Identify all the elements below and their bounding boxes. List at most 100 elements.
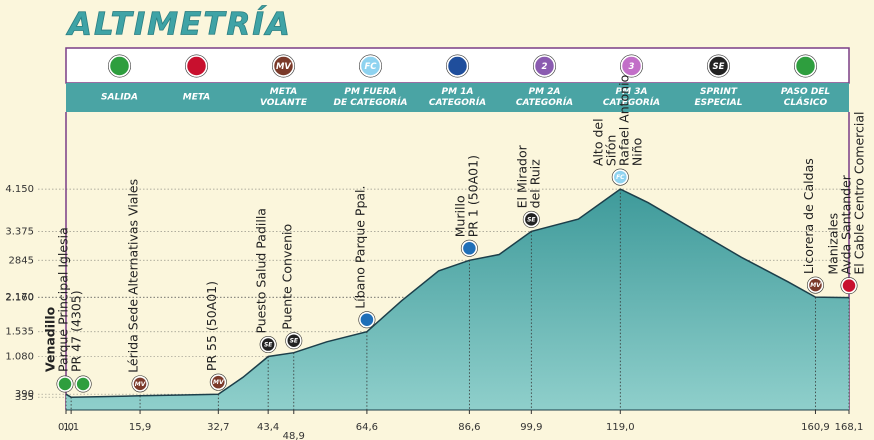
waypoint-marker-ring — [460, 239, 478, 257]
waypoint-marker-ring — [131, 375, 149, 393]
legend-icon — [446, 55, 469, 77]
legend-icon-ring — [706, 54, 730, 78]
legend-icon — [707, 55, 730, 77]
waypoint-label: Puente Convenio — [279, 224, 294, 330]
x-tick-label: 15,9 — [129, 422, 151, 433]
waypoint-marker-text: MV — [810, 282, 821, 289]
x-tick-label: 168,1 — [835, 422, 864, 433]
waypoint-marker-ring — [285, 332, 303, 350]
waypoint-label: Alto del — [590, 118, 605, 166]
x-tick-label: 43,4 — [257, 422, 279, 433]
x-tick-label: 0,0 — [58, 422, 74, 433]
waypoint-marker — [612, 169, 629, 185]
waypoint-label: El Cable Centro Comercial — [852, 112, 867, 275]
legend-label: META — [183, 93, 211, 103]
waypoint-marker-text: MV — [213, 379, 224, 386]
legend-label: PASO DEL — [781, 87, 831, 97]
legend-icon-text: 2 — [542, 62, 548, 72]
y-tick-label: 1.080 — [5, 352, 34, 363]
legend-icon-text: MV — [276, 62, 292, 72]
x-tick-label: 48,9 — [283, 431, 305, 440]
waypoint-marker — [260, 336, 276, 353]
waypoint-marker-text: FC — [616, 174, 625, 181]
waypoint-label: Murillo — [452, 195, 467, 237]
legend-label: PM 3A — [616, 87, 648, 97]
legend-icon — [108, 55, 131, 77]
legend-band — [66, 83, 849, 112]
waypoint-marker — [359, 311, 375, 328]
waypoint-marker-ring — [611, 168, 629, 186]
legend-icon — [533, 55, 556, 77]
x-tick-label: 32,7 — [207, 422, 229, 433]
waypoint-label: Licorera de Caldas — [801, 158, 816, 274]
x-tick-label: 160,9 — [801, 422, 830, 433]
profile-line — [65, 188, 850, 398]
x-tick-label: 119,0 — [606, 422, 635, 433]
legend-label: CATEGORÍA — [429, 96, 486, 108]
waypoint-marker — [57, 376, 73, 392]
waypoint-marker — [523, 211, 540, 228]
waypoint-label: Niño — [629, 138, 644, 166]
waypoint-marker-ring — [56, 375, 74, 393]
waypoint-marker — [210, 374, 227, 390]
legend-label: META — [270, 87, 298, 97]
legend-label: ESPECIAL — [694, 98, 742, 108]
legend-icon-ring — [108, 54, 132, 78]
legend-label: CATEGORÍA — [516, 96, 573, 108]
x-tick-label: 99,9 — [520, 422, 542, 433]
profile-area — [66, 189, 849, 410]
waypoint-marker-text: MV — [135, 381, 146, 388]
waypoint-marker — [461, 240, 478, 257]
title: ALTIMETRÍA — [65, 7, 292, 43]
legend-icon-ring — [271, 54, 295, 78]
legend-icon-ring — [532, 54, 556, 78]
legend-label: SPRINT — [700, 87, 738, 97]
waypoint-label: Puesto Salud Padilla — [254, 208, 269, 334]
waypoint-marker-ring — [806, 276, 824, 294]
legend-icon-ring — [445, 54, 469, 78]
legend-label: SALIDA — [101, 93, 138, 103]
waypoint-marker-ring — [840, 277, 858, 295]
waypoint-marker — [841, 277, 857, 294]
waypoint-marker — [132, 376, 148, 392]
y-tick-label: 4.150 — [5, 184, 34, 195]
waypoint-label: Lérida Sede Alternativas Viales — [126, 179, 141, 373]
y-tick-label: 2.160 — [5, 293, 34, 304]
y-tick-label: 2845 — [9, 255, 34, 266]
waypoint-label: Líbano Parque Ppal. — [352, 185, 367, 308]
waypoint-label: PR 55 (50A01) — [204, 281, 219, 371]
waypoint-marker-ring — [259, 336, 277, 354]
waypoint-label: Sifón — [603, 135, 618, 166]
legend-icon-ring — [358, 54, 382, 78]
legend-icon — [620, 55, 643, 77]
waypoint-label: Avda Santander — [839, 174, 854, 274]
legend-icon-text: FC — [364, 62, 377, 72]
waypoint-marker-ring — [209, 373, 227, 391]
waypoint-label: Rafael Antonio — [616, 75, 631, 166]
waypoint-label: Parque Principal Iglesia — [56, 227, 71, 372]
legend-label: VOLANTE — [260, 98, 308, 108]
y-tick-label: 335 — [15, 392, 34, 403]
waypoint-marker — [807, 277, 824, 293]
x-tick-label: 86,6 — [458, 422, 480, 433]
waypoint-marker-text: SE — [527, 216, 535, 223]
legend-icon — [794, 55, 817, 77]
waypoint-marker-text: SE — [290, 338, 298, 345]
legend-icon-ring — [793, 54, 817, 78]
waypoint-marker-ring — [74, 375, 92, 393]
legend-icon-ring — [185, 54, 209, 78]
y-tick-label: 1.535 — [5, 327, 34, 338]
legend-icon-text: 3 — [629, 62, 635, 72]
waypoint-marker-text: SE — [264, 342, 272, 349]
legend-icon — [272, 55, 295, 77]
legend-icon-ring — [619, 54, 643, 78]
waypoint-label: PR 47 (4305) — [69, 290, 84, 372]
legend-label: CATEGORÍA — [603, 96, 660, 108]
waypoint-label: PR 1 (50A01) — [465, 155, 480, 237]
waypoint-marker — [75, 376, 91, 392]
y-tick-label: 390 — [15, 389, 34, 400]
x-tick-label: 64,6 — [356, 422, 378, 433]
y-tick-label: 2.170 — [5, 292, 34, 303]
legend-label: CLÁSICO — [784, 96, 828, 108]
